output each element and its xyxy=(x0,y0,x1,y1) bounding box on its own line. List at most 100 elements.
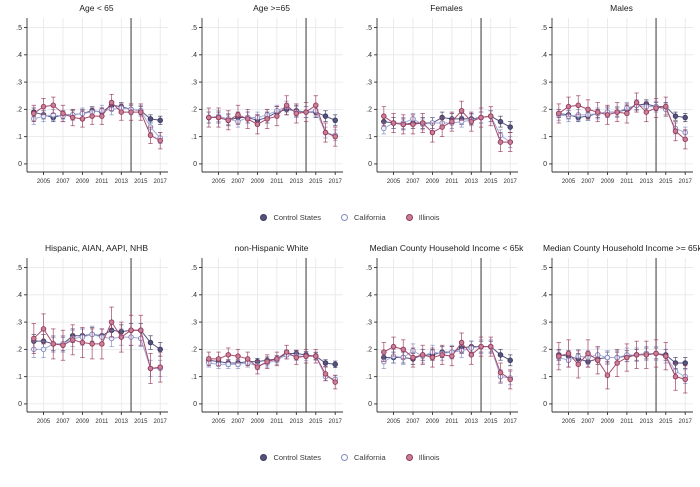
panel-title: Median County Household Income >= 65k xyxy=(543,243,700,253)
data-point-marker xyxy=(205,356,212,362)
legend-item-california: California xyxy=(341,453,386,462)
y-tick-label: .5 xyxy=(541,25,547,32)
data-point-marker xyxy=(448,118,455,125)
data-point-marker xyxy=(623,354,630,361)
data-point-marker xyxy=(244,356,250,362)
panel-chart: 0 .1 .2 .3 .4 .5 2005 2007 2009 2011 2013 2015 2017 xyxy=(541,18,693,185)
data-point-marker xyxy=(331,133,338,140)
data-point-marker xyxy=(652,350,659,357)
y-tick-label: .2 xyxy=(541,347,547,354)
y-tick-label: .3 xyxy=(366,79,372,86)
data-point-marker xyxy=(137,327,144,334)
data-point-marker xyxy=(575,361,581,368)
data-point-marker xyxy=(205,114,212,121)
x-tick-label: 2015 xyxy=(484,179,498,185)
data-point-marker xyxy=(380,349,387,355)
x-tick-label: 2005 xyxy=(36,419,50,425)
x-tick-label: 2009 xyxy=(600,179,614,185)
data-point-marker xyxy=(400,121,406,128)
california-marker-icon xyxy=(341,453,348,461)
data-point-marker xyxy=(419,120,425,126)
x-tick-label: 2011 xyxy=(270,419,284,425)
y-tick-label: .5 xyxy=(541,265,547,272)
x-tick-label: 2011 xyxy=(270,179,284,185)
illinois-marker-icon xyxy=(405,213,413,221)
panel-chart: 0 .1 .2 .3 .4 .5 2005 2007 2009 2011 2013 2015 2017 xyxy=(191,258,343,425)
y-tick-label: 0 xyxy=(18,401,22,408)
data-point-marker xyxy=(79,339,85,346)
data-point-marker xyxy=(419,352,425,358)
data-point-marker xyxy=(458,339,464,346)
y-tick-label: .2 xyxy=(191,347,197,354)
data-point-marker xyxy=(672,373,678,380)
data-point-marker xyxy=(380,113,387,119)
y-tick-label: .1 xyxy=(16,134,22,141)
x-tick-label: 2009 xyxy=(75,179,89,185)
legend-label: Control States xyxy=(273,212,321,222)
data-point-marker xyxy=(672,128,678,134)
y-tick-label: .5 xyxy=(191,265,197,272)
x-tick-label: 2011 xyxy=(445,179,459,185)
legend-label: Illinois xyxy=(418,452,440,462)
legend-item-illinois: Illinois xyxy=(405,452,440,462)
panel-hispanic-aian-aapi-nhb: Hispanic, AIAN, AAPI, NHB 0 .1 .2 .3 .4 .5 2005… xyxy=(0,242,175,434)
data-point-marker xyxy=(88,113,95,119)
data-point-marker xyxy=(312,102,319,109)
data-point-marker xyxy=(477,343,484,350)
y-tick-label: .2 xyxy=(16,347,22,354)
data-point-marker xyxy=(127,327,134,334)
y-tick-label: .3 xyxy=(16,79,22,86)
panel-title: Hispanic, AIAN, AAPI, NHB xyxy=(45,243,148,253)
data-point-marker xyxy=(147,339,153,346)
y-tick-label: 0 xyxy=(193,401,197,408)
series-california xyxy=(30,325,163,378)
x-tick-label: 2005 xyxy=(211,179,225,185)
y-tick-label: 0 xyxy=(18,161,22,168)
data-point-marker xyxy=(312,353,319,359)
data-point-marker xyxy=(293,110,299,117)
data-point-marker xyxy=(390,343,396,350)
data-point-marker xyxy=(98,341,105,347)
y-tick-label: 0 xyxy=(543,401,547,408)
x-tick-label: 2007 xyxy=(581,179,595,185)
chart-grid-top: Age < 65 0 .1 .2 .3 .4 .5 2005 2007 2009 2011 2013 2… xyxy=(0,2,700,194)
x-tick-label: 2005 xyxy=(211,419,225,425)
data-point-marker xyxy=(273,356,280,362)
data-point-marker xyxy=(293,354,299,361)
data-point-marker xyxy=(69,114,75,121)
y-tick-label: .1 xyxy=(541,374,547,381)
x-tick-label: 2013 xyxy=(639,179,653,185)
data-point-marker xyxy=(40,103,46,110)
data-point-marker xyxy=(273,113,280,119)
data-point-marker xyxy=(322,360,328,366)
x-tick-label: 2005 xyxy=(561,419,575,425)
data-point-marker xyxy=(302,353,309,359)
x-tick-label: 2017 xyxy=(678,419,692,425)
x-tick-label: 2013 xyxy=(639,419,653,425)
panel-title: Males xyxy=(610,3,633,13)
x-tick-label: 2007 xyxy=(231,419,245,425)
data-point-marker xyxy=(506,357,513,364)
data-point-marker xyxy=(497,352,503,358)
panel-age-65: Age < 65 0 .1 .2 .3 .4 .5 2005 2007 2009 2011 2013 2… xyxy=(0,2,175,194)
legend-item-control-states: Control States xyxy=(260,453,321,462)
x-tick-label: 2017 xyxy=(678,179,692,185)
panel-title: Females xyxy=(430,3,463,13)
legend-item-illinois: Illinois xyxy=(405,213,440,222)
data-point-marker xyxy=(69,337,75,343)
data-point-marker xyxy=(633,99,639,106)
data-point-marker xyxy=(438,124,445,130)
data-point-marker xyxy=(225,361,231,368)
y-tick-label: .4 xyxy=(541,52,547,59)
data-point-marker xyxy=(604,372,610,379)
x-tick-label: 2013 xyxy=(114,179,128,185)
legend-label: Control States xyxy=(273,452,321,462)
panel-age-65: Age >=65 0 .1 .2 .3 .4 .5 2005 2007 2009 2011 2013 2… xyxy=(175,2,350,194)
y-tick-label: .2 xyxy=(541,107,547,114)
panel-females: Females 0 .1 .2 .3 .4 .5 2005 2007 2009 2011 2013 20… xyxy=(350,2,525,194)
panel-chart: 0 .1 .2 .3 .4 .5 2005 2007 2009 2011 2013 2015 2017 xyxy=(541,258,693,425)
illinois-marker-icon xyxy=(405,453,413,461)
data-point-marker xyxy=(487,113,494,119)
data-point-marker xyxy=(108,99,114,106)
x-tick-label: 2007 xyxy=(581,419,595,425)
